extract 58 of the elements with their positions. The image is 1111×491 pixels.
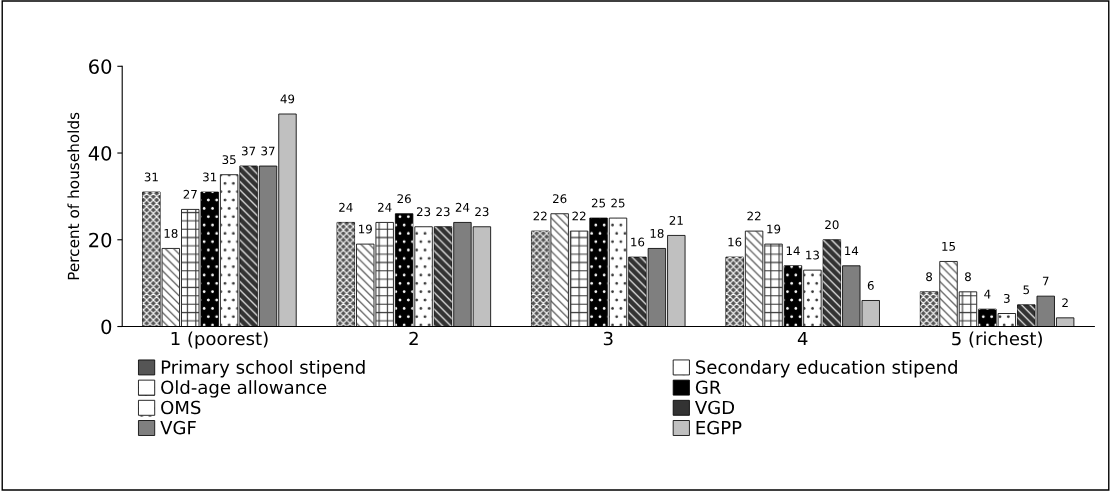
data-label: 22 — [572, 211, 586, 221]
legend-label: OMS — [161, 400, 201, 415]
data-label: 15 — [942, 242, 955, 251]
x-tick-label: 2 — [409, 331, 418, 346]
legend-label: EGPP — [696, 420, 742, 435]
data-label: 22 — [747, 211, 761, 221]
data-label: 37 — [261, 146, 275, 156]
data-label: 18 — [164, 228, 178, 238]
data-label: 7 — [1042, 276, 1049, 286]
data-label: 8 — [926, 272, 933, 282]
legend-label: Primary school stipend — [161, 359, 365, 378]
data-label: 31 — [144, 172, 158, 182]
legend-label: Secondary education stipend — [696, 359, 957, 378]
data-label: 16 — [728, 237, 742, 247]
data-label: 37 — [241, 146, 256, 156]
data-label: 27 — [183, 189, 197, 199]
data-label: 4 — [984, 289, 991, 299]
data-label: 13 — [806, 250, 819, 260]
data-label: 49 — [280, 94, 295, 104]
data-label: 25 — [611, 198, 625, 208]
data-label: 20 — [825, 220, 839, 230]
data-label: 25 — [591, 198, 606, 208]
data-label: 23 — [416, 207, 431, 217]
legend-label: VGD — [694, 400, 735, 415]
data-label: 8 — [965, 272, 971, 282]
data-label: 31 — [203, 172, 217, 182]
data-label: 23 — [475, 207, 489, 217]
data-label: 16 — [631, 237, 645, 247]
x-tick-label: 5 (richest) — [952, 331, 1042, 348]
legend-label: Old-age allowance — [161, 380, 327, 398]
x-tick-label: 4 — [797, 331, 808, 346]
x-tick-label: 1 (poorest) — [171, 331, 268, 349]
data-label: 14 — [786, 246, 800, 256]
data-label: 5 — [1023, 285, 1030, 295]
data-label: 19 — [359, 224, 372, 234]
data-label: 22 — [533, 211, 547, 221]
y-axis-title: Percent of households — [67, 112, 80, 280]
y-tick-label: 20 — [89, 232, 112, 248]
y-tick-label: 40 — [88, 145, 112, 161]
data-label: 26 — [397, 194, 411, 204]
data-label: 18 — [650, 228, 664, 238]
data-label: 24 — [378, 202, 392, 212]
data-label: 14 — [845, 246, 859, 256]
y-tick-label: 0 — [101, 319, 112, 335]
data-label: 3 — [1003, 293, 1010, 303]
x-tick-label: 3 — [603, 331, 613, 346]
legend-label: GR — [695, 380, 721, 395]
data-label: 2 — [1062, 298, 1068, 308]
data-label: 6 — [867, 280, 874, 290]
data-label: 35 — [222, 155, 236, 165]
data-label: 24 — [455, 202, 470, 212]
data-label: 23 — [436, 207, 450, 217]
legend-label: VGF — [160, 420, 196, 435]
data-label: 26 — [553, 194, 567, 204]
y-tick-label: 60 — [89, 59, 112, 74]
data-label: 21 — [669, 215, 683, 225]
data-label: 24 — [339, 202, 353, 212]
data-label: 19 — [767, 224, 781, 234]
